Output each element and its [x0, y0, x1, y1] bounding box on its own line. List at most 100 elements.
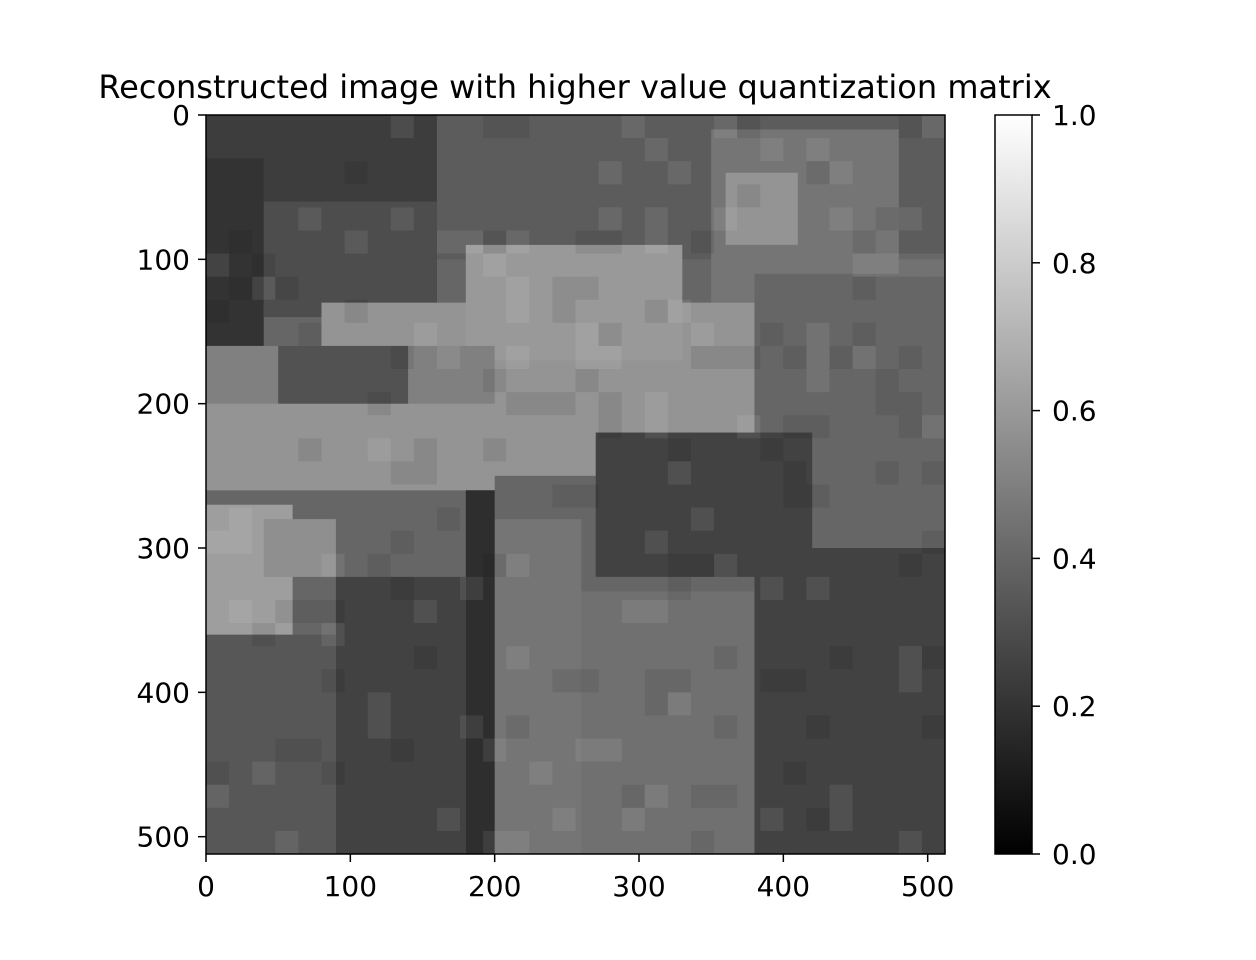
image-block	[921, 461, 945, 485]
image-block	[298, 738, 322, 762]
image-block	[252, 623, 276, 647]
image-block	[321, 761, 345, 785]
image-block	[921, 253, 945, 277]
image-block	[875, 461, 899, 485]
image-block	[436, 345, 461, 370]
x-tick-label: 400	[757, 870, 810, 903]
image-block	[667, 161, 691, 185]
image-block	[506, 230, 530, 254]
image-block	[367, 392, 391, 416]
image-region	[465, 490, 495, 854]
image-region	[581, 591, 755, 854]
image-block	[806, 807, 830, 831]
image-block	[483, 738, 507, 762]
image-block	[714, 345, 738, 370]
image-block	[506, 392, 530, 416]
x-tick-label: 300	[612, 870, 665, 903]
image-block	[506, 276, 530, 300]
image-block	[921, 715, 945, 739]
image-block	[829, 345, 853, 370]
image-block	[460, 715, 484, 739]
image-block	[598, 230, 622, 254]
image-block	[598, 345, 622, 370]
image-block	[390, 115, 414, 139]
image-block	[575, 369, 599, 393]
image-block	[483, 115, 507, 139]
image-block	[783, 484, 807, 508]
image-block	[829, 207, 853, 231]
image-block	[436, 507, 461, 531]
image-block	[321, 553, 345, 577]
image-block	[229, 230, 253, 254]
colorbar-tick-label: 0.6	[1052, 395, 1097, 428]
image-block	[806, 369, 830, 393]
image-region	[263, 201, 437, 318]
image-block	[413, 461, 437, 485]
image-block	[667, 669, 691, 693]
image-block	[898, 415, 922, 439]
image-block	[298, 599, 322, 624]
image-region	[278, 345, 409, 404]
image-block	[783, 415, 807, 439]
image-block	[344, 161, 368, 185]
image-block	[413, 646, 437, 670]
image-block	[506, 830, 530, 854]
image-block	[621, 807, 645, 831]
image-block	[760, 322, 784, 346]
image-block	[852, 253, 876, 277]
image-block	[829, 161, 853, 185]
image-block	[714, 784, 738, 808]
image-block	[644, 692, 668, 716]
image-block	[321, 599, 345, 624]
y-tick-label: 0	[172, 99, 190, 132]
image-block	[714, 115, 738, 139]
image-block	[552, 484, 576, 508]
image-block	[275, 738, 299, 762]
chart-title: Reconstructed image with higher value qu…	[98, 68, 1051, 106]
image-region	[436, 115, 640, 260]
image-block	[598, 207, 622, 231]
image-block	[806, 576, 830, 600]
colorbar-tick-label: 0.2	[1052, 690, 1097, 723]
image-block	[575, 276, 599, 300]
image-block	[575, 738, 599, 762]
image-block	[644, 784, 668, 808]
image-block	[506, 553, 530, 577]
image-block	[575, 322, 599, 346]
image-block	[390, 738, 414, 762]
image-block	[621, 115, 645, 139]
y-tick-label: 200	[137, 388, 190, 421]
image-block	[737, 115, 761, 139]
image-block	[621, 784, 645, 808]
image-block	[714, 715, 738, 739]
image-block	[737, 184, 761, 208]
image-block	[806, 715, 830, 739]
image-block	[714, 553, 738, 577]
image-block	[575, 484, 599, 508]
colorbar-axis: 0.0 0.2 0.4 0.6 0.8 1.0	[1032, 99, 1097, 871]
image-block	[667, 438, 691, 462]
image-block	[690, 507, 715, 531]
image-block	[921, 415, 945, 439]
image-block	[367, 715, 391, 739]
image-block	[206, 253, 230, 277]
image-region	[754, 548, 945, 854]
image-block	[737, 345, 761, 370]
colorbar-tick-label: 0.0	[1052, 838, 1097, 871]
image-block	[714, 646, 738, 670]
image-block	[229, 530, 253, 554]
image-block	[898, 669, 922, 693]
colorbar-tick-label: 0.8	[1052, 247, 1097, 280]
image-block	[667, 576, 691, 600]
image-block	[413, 322, 437, 346]
image-block	[644, 669, 668, 693]
image-region	[725, 172, 798, 245]
x-tick-label: 200	[468, 870, 521, 903]
image-block	[898, 115, 922, 139]
image-block	[390, 530, 414, 554]
image-block	[206, 299, 230, 323]
x-tick-label: 500	[901, 870, 954, 903]
image-block	[783, 761, 807, 785]
colorbar	[994, 114, 1033, 855]
